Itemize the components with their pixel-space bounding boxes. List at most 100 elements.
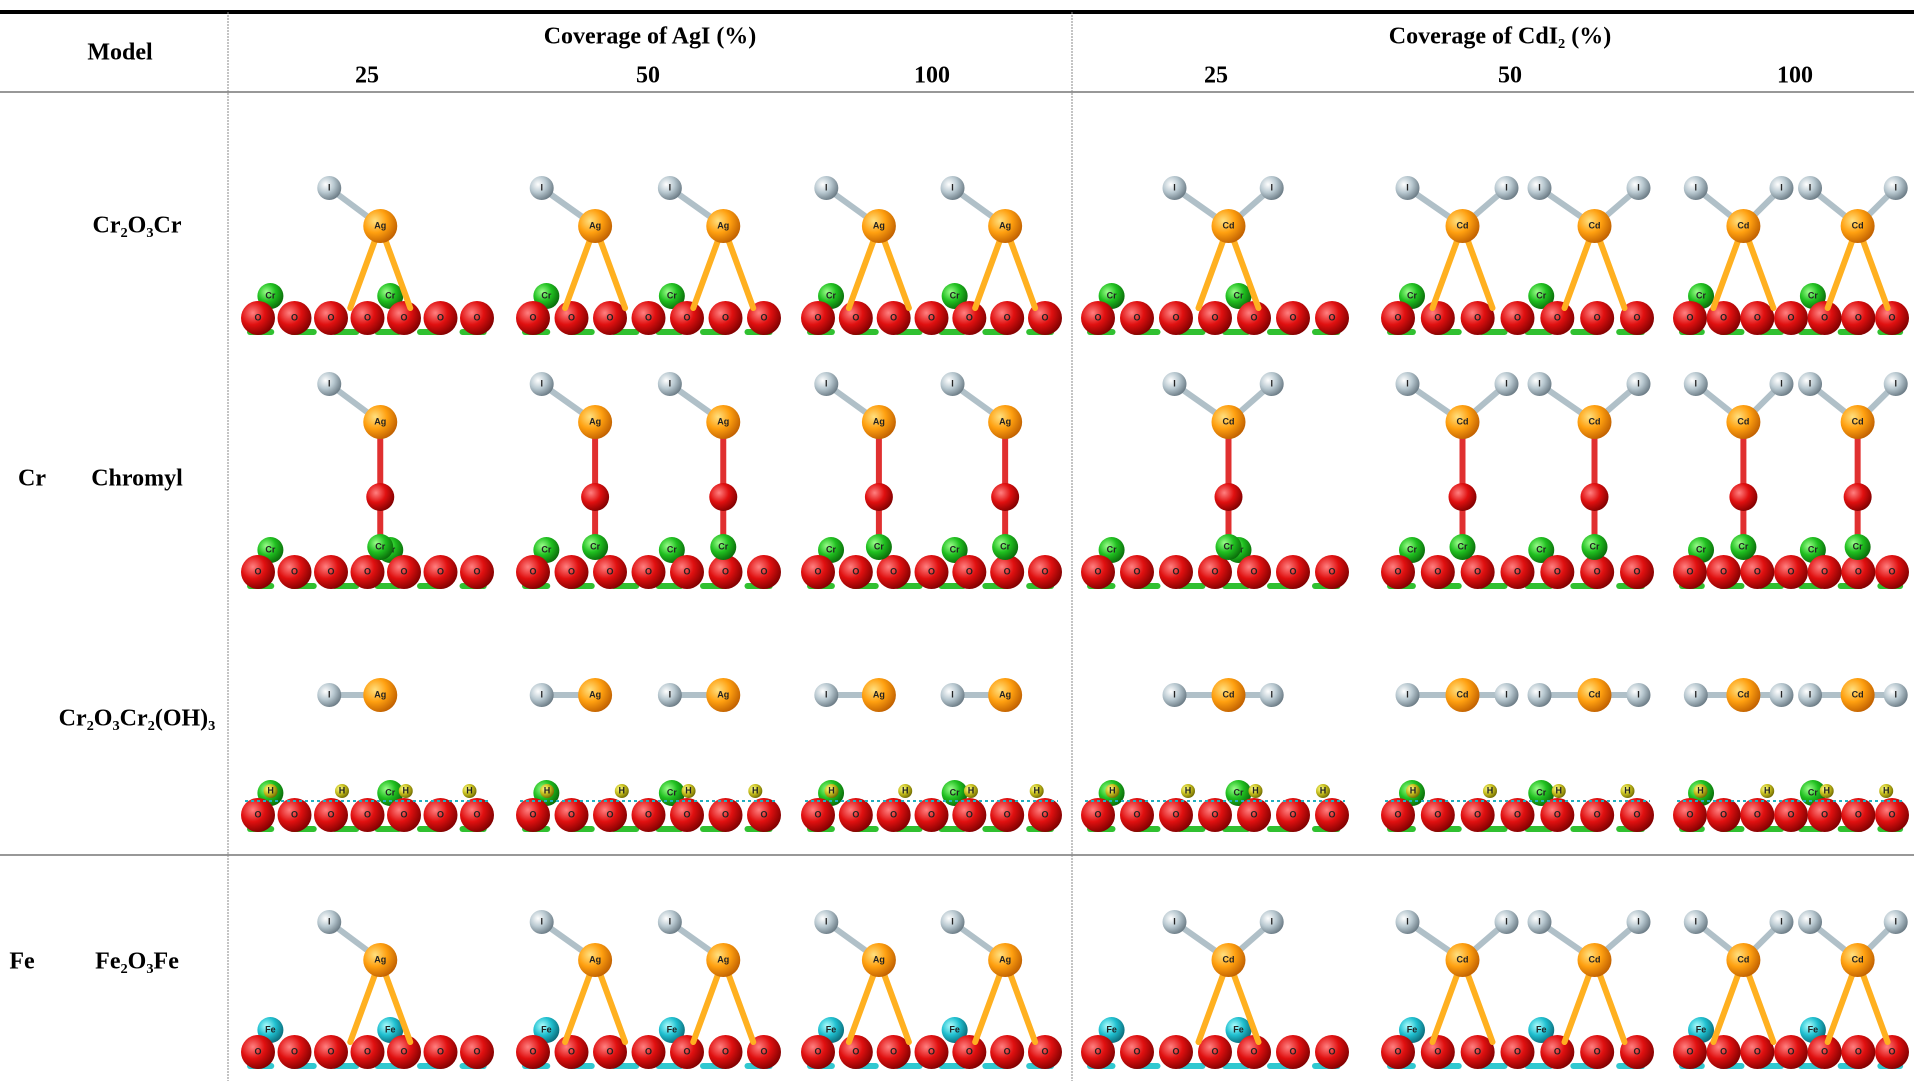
atom-label: Cd: [1737, 220, 1749, 230]
atom-label: Ag: [873, 416, 885, 426]
atom: [1769, 176, 1794, 200]
atom: [1159, 301, 1193, 335]
atom-label: Cr: [1536, 290, 1546, 300]
atom: [1211, 405, 1246, 439]
atom-label: I: [1406, 182, 1409, 192]
atom: [1420, 301, 1455, 335]
atom: [1215, 534, 1242, 560]
atom: [709, 483, 738, 511]
atom-label: Fe: [1106, 1024, 1117, 1034]
atom: [578, 678, 613, 712]
atom: [990, 1035, 1025, 1069]
atom: [1214, 483, 1243, 511]
atom-label: I: [1270, 182, 1273, 192]
model-name: Fe₂O₃Fe: [95, 949, 179, 975]
atom: [1620, 555, 1654, 589]
atom: [1395, 683, 1420, 707]
atom: [593, 301, 627, 335]
atom-label: I: [1695, 689, 1698, 699]
atom-label: O: [683, 312, 690, 322]
atom-label: O: [1172, 809, 1179, 819]
atom-label: O: [1328, 312, 1335, 322]
atom-label: O: [1041, 1046, 1048, 1056]
atom-label: Fe: [1808, 1024, 1819, 1034]
atom: [952, 301, 987, 335]
atom: [861, 943, 896, 977]
atom: [941, 537, 968, 563]
atom: [1840, 209, 1875, 243]
atom-label: O: [1514, 1046, 1521, 1056]
group-title: Coverage of AgI (%): [544, 24, 757, 50]
section-label: Fe: [9, 949, 35, 975]
atom-label: O: [327, 566, 334, 576]
atom-label: Ag: [589, 220, 601, 230]
atom: [314, 798, 348, 832]
atom-label: O: [254, 809, 261, 819]
atom: [1798, 372, 1823, 396]
atom: [1237, 798, 1271, 832]
atom-label: O: [473, 809, 480, 819]
atom: [1683, 910, 1708, 934]
atom-label: O: [606, 1046, 613, 1056]
atom-label: I: [1173, 916, 1176, 926]
atom-label: O: [1434, 1046, 1441, 1056]
atom: [1683, 372, 1708, 396]
atom-label: O: [852, 312, 859, 322]
atom-label: O: [683, 809, 690, 819]
atom: [1237, 555, 1271, 589]
atom-label: I: [1780, 378, 1783, 388]
atom-label: Cd: [1223, 954, 1235, 964]
atom: [1445, 405, 1480, 439]
atom: [658, 1017, 685, 1043]
atom-label: Cr: [1407, 544, 1417, 554]
atom: [1105, 784, 1120, 798]
atom: [1460, 301, 1495, 335]
atom: [350, 301, 385, 335]
atom-label: O: [1554, 566, 1561, 576]
atom: [614, 784, 629, 798]
atom-label: Cr: [1853, 541, 1863, 551]
atom: [1581, 534, 1608, 560]
atom-label: O: [1514, 566, 1521, 576]
atom-label: H: [1410, 785, 1417, 795]
atom: [578, 943, 613, 977]
atom: [1445, 678, 1480, 712]
atom-label: O: [1686, 312, 1693, 322]
atom: [1706, 798, 1741, 832]
atom: [1580, 483, 1609, 511]
structure-cell: Cr Cr O O O O O O O I Ag I Ag: [801, 176, 1062, 335]
atom-label: O: [529, 566, 536, 576]
atom-label: O: [606, 566, 613, 576]
structure-cell: CrCrOOOOOOOHHHHIAg: [241, 678, 494, 832]
atom-label: I: [1505, 689, 1508, 699]
atom: [876, 555, 911, 589]
atom-label: O: [1754, 809, 1761, 819]
atom-label: O: [473, 312, 480, 322]
atom-label: I: [1894, 916, 1897, 926]
atom: [1159, 798, 1193, 832]
coverage: 50: [1498, 63, 1522, 89]
atom-label: O: [722, 809, 729, 819]
atom-label: I: [540, 689, 543, 699]
atom-label: I: [1538, 689, 1541, 699]
atom: [1693, 784, 1708, 798]
atom-label: Cr: [385, 290, 395, 300]
atom-label: Cr: [874, 541, 884, 551]
atom: [1726, 209, 1761, 243]
atom: [1528, 780, 1555, 806]
atom-label: O: [1004, 566, 1011, 576]
atom-label: I: [951, 916, 954, 926]
atom-label: H: [619, 785, 626, 795]
atom-label: Cd: [1589, 220, 1601, 230]
atom: [1500, 798, 1535, 832]
atom: [657, 683, 682, 707]
model-header: Model: [87, 40, 153, 66]
atom-label: O: [928, 809, 935, 819]
atom: [350, 555, 385, 589]
atom: [658, 537, 685, 563]
atom-label: I: [825, 916, 828, 926]
atom: [1500, 301, 1535, 335]
atom: [387, 555, 421, 589]
